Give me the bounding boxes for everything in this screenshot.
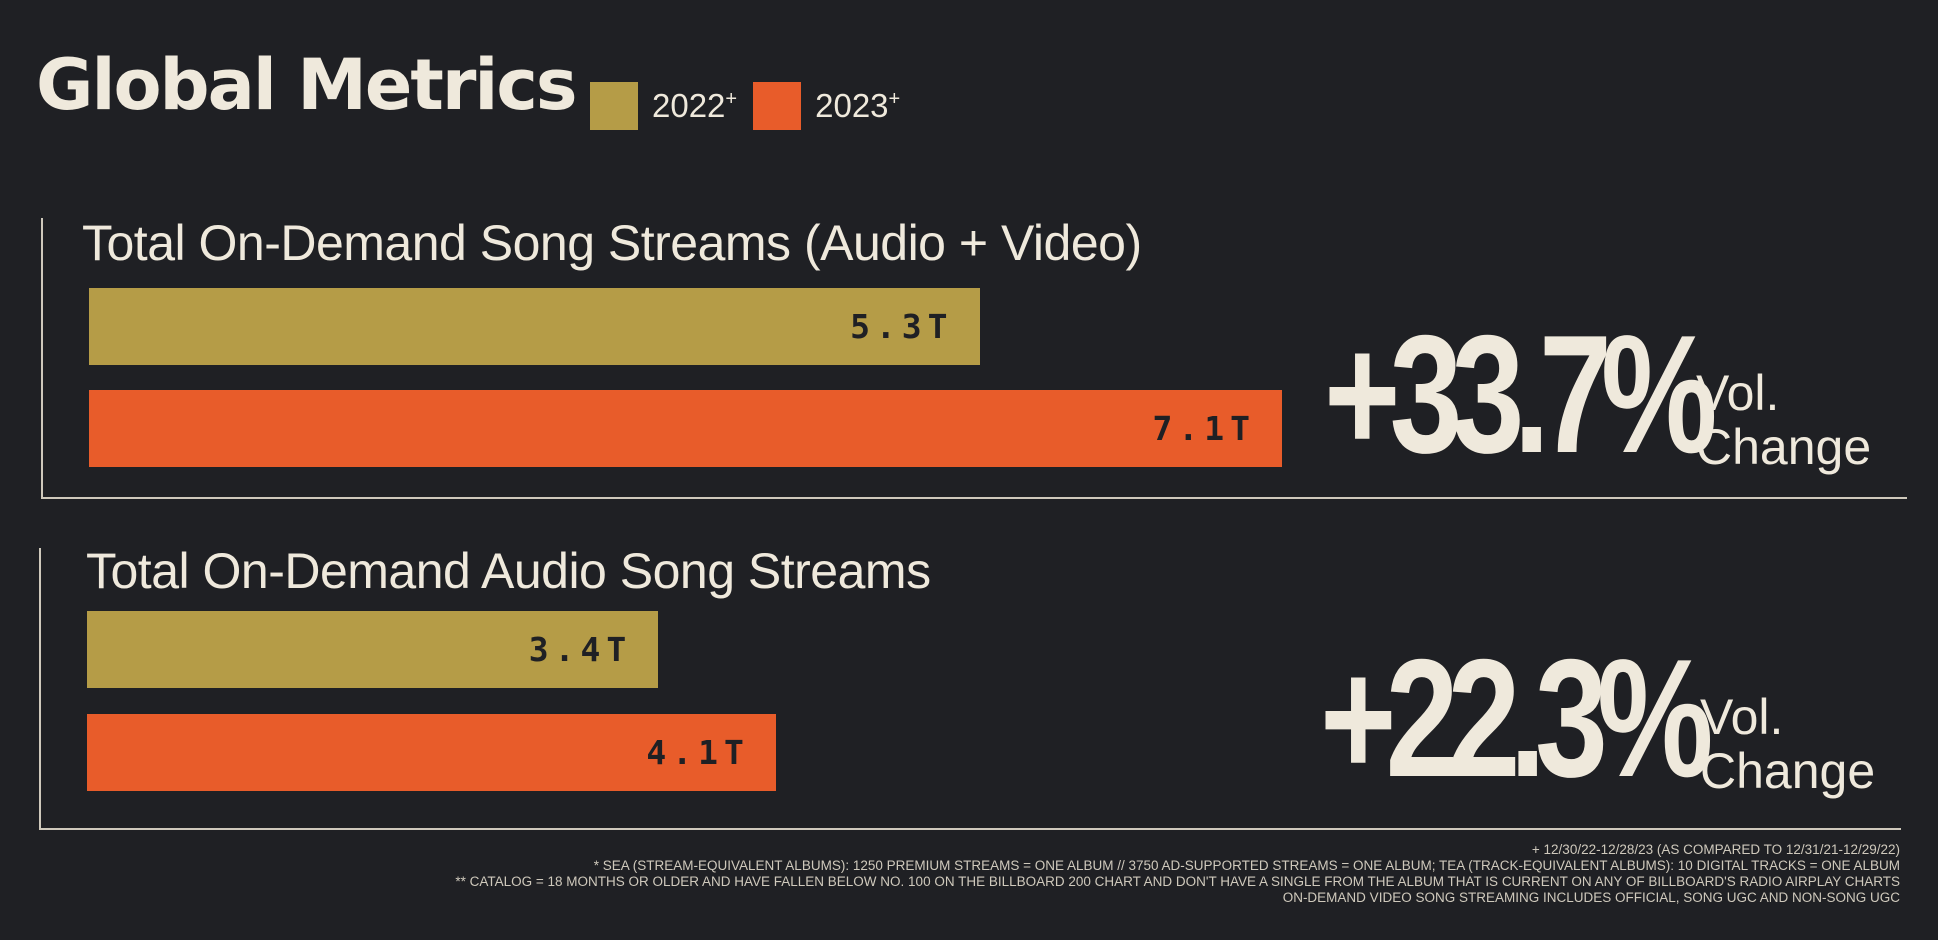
legend-swatch-2022 [590, 82, 638, 130]
volume-change-label: Vol. Change [1700, 689, 1876, 799]
volume-change-value: +22.3% [1320, 624, 1713, 812]
bar-2023: 7.1T [89, 390, 1282, 467]
bar-2022: 3.4T [87, 611, 659, 688]
footnotes: + 12/30/22-12/28/23 (AS COMPARED TO 12/3… [200, 842, 1900, 906]
legend-swatch-2023 [753, 82, 802, 130]
bar-value-label: 5.3T [850, 307, 954, 346]
bar-value-label: 3.4T [528, 630, 633, 669]
panel-frame-bottom [39, 828, 1901, 830]
volume-change-label: Vol. Change [1696, 365, 1872, 475]
volume-change-value: +33.7% [1324, 300, 1717, 488]
bar-2023: 4.1T [87, 714, 776, 791]
legend-item-2022: 2022+ [590, 82, 737, 130]
chart-title: Total On-Demand Audio Song Streams [86, 543, 931, 599]
legend: 2022+ 2023+ [590, 82, 916, 130]
footnote: + 12/30/22-12/28/23 (AS COMPARED TO 12/3… [1531, 842, 1900, 857]
footnote: ON-DEMAND VIDEO SONG STREAMING INCLUDES … [1282, 890, 1900, 905]
bar-value-label: 7.1T [1152, 409, 1256, 448]
chart-title: Total On-Demand Song Streams (Audio + Vi… [82, 215, 1142, 271]
panel-frame-left [41, 218, 43, 499]
panel-frame-bottom [41, 497, 1907, 499]
legend-label-2022: 2022+ [652, 87, 738, 124]
footnote: ** CATALOG = 18 MONTHS OR OLDER AND HAVE… [455, 874, 1900, 889]
legend-item-2023: 2023+ [753, 82, 900, 130]
page-title: Global Metrics [36, 44, 578, 126]
footnote: * SEA (STREAM-EQUIVALENT ALBUMS): 1250 P… [593, 858, 1900, 873]
bar-2022: 5.3T [89, 288, 980, 365]
legend-label-2023: 2023+ [815, 87, 901, 124]
panel-frame-left [39, 548, 41, 830]
bar-value-label: 4.1T [646, 733, 750, 772]
